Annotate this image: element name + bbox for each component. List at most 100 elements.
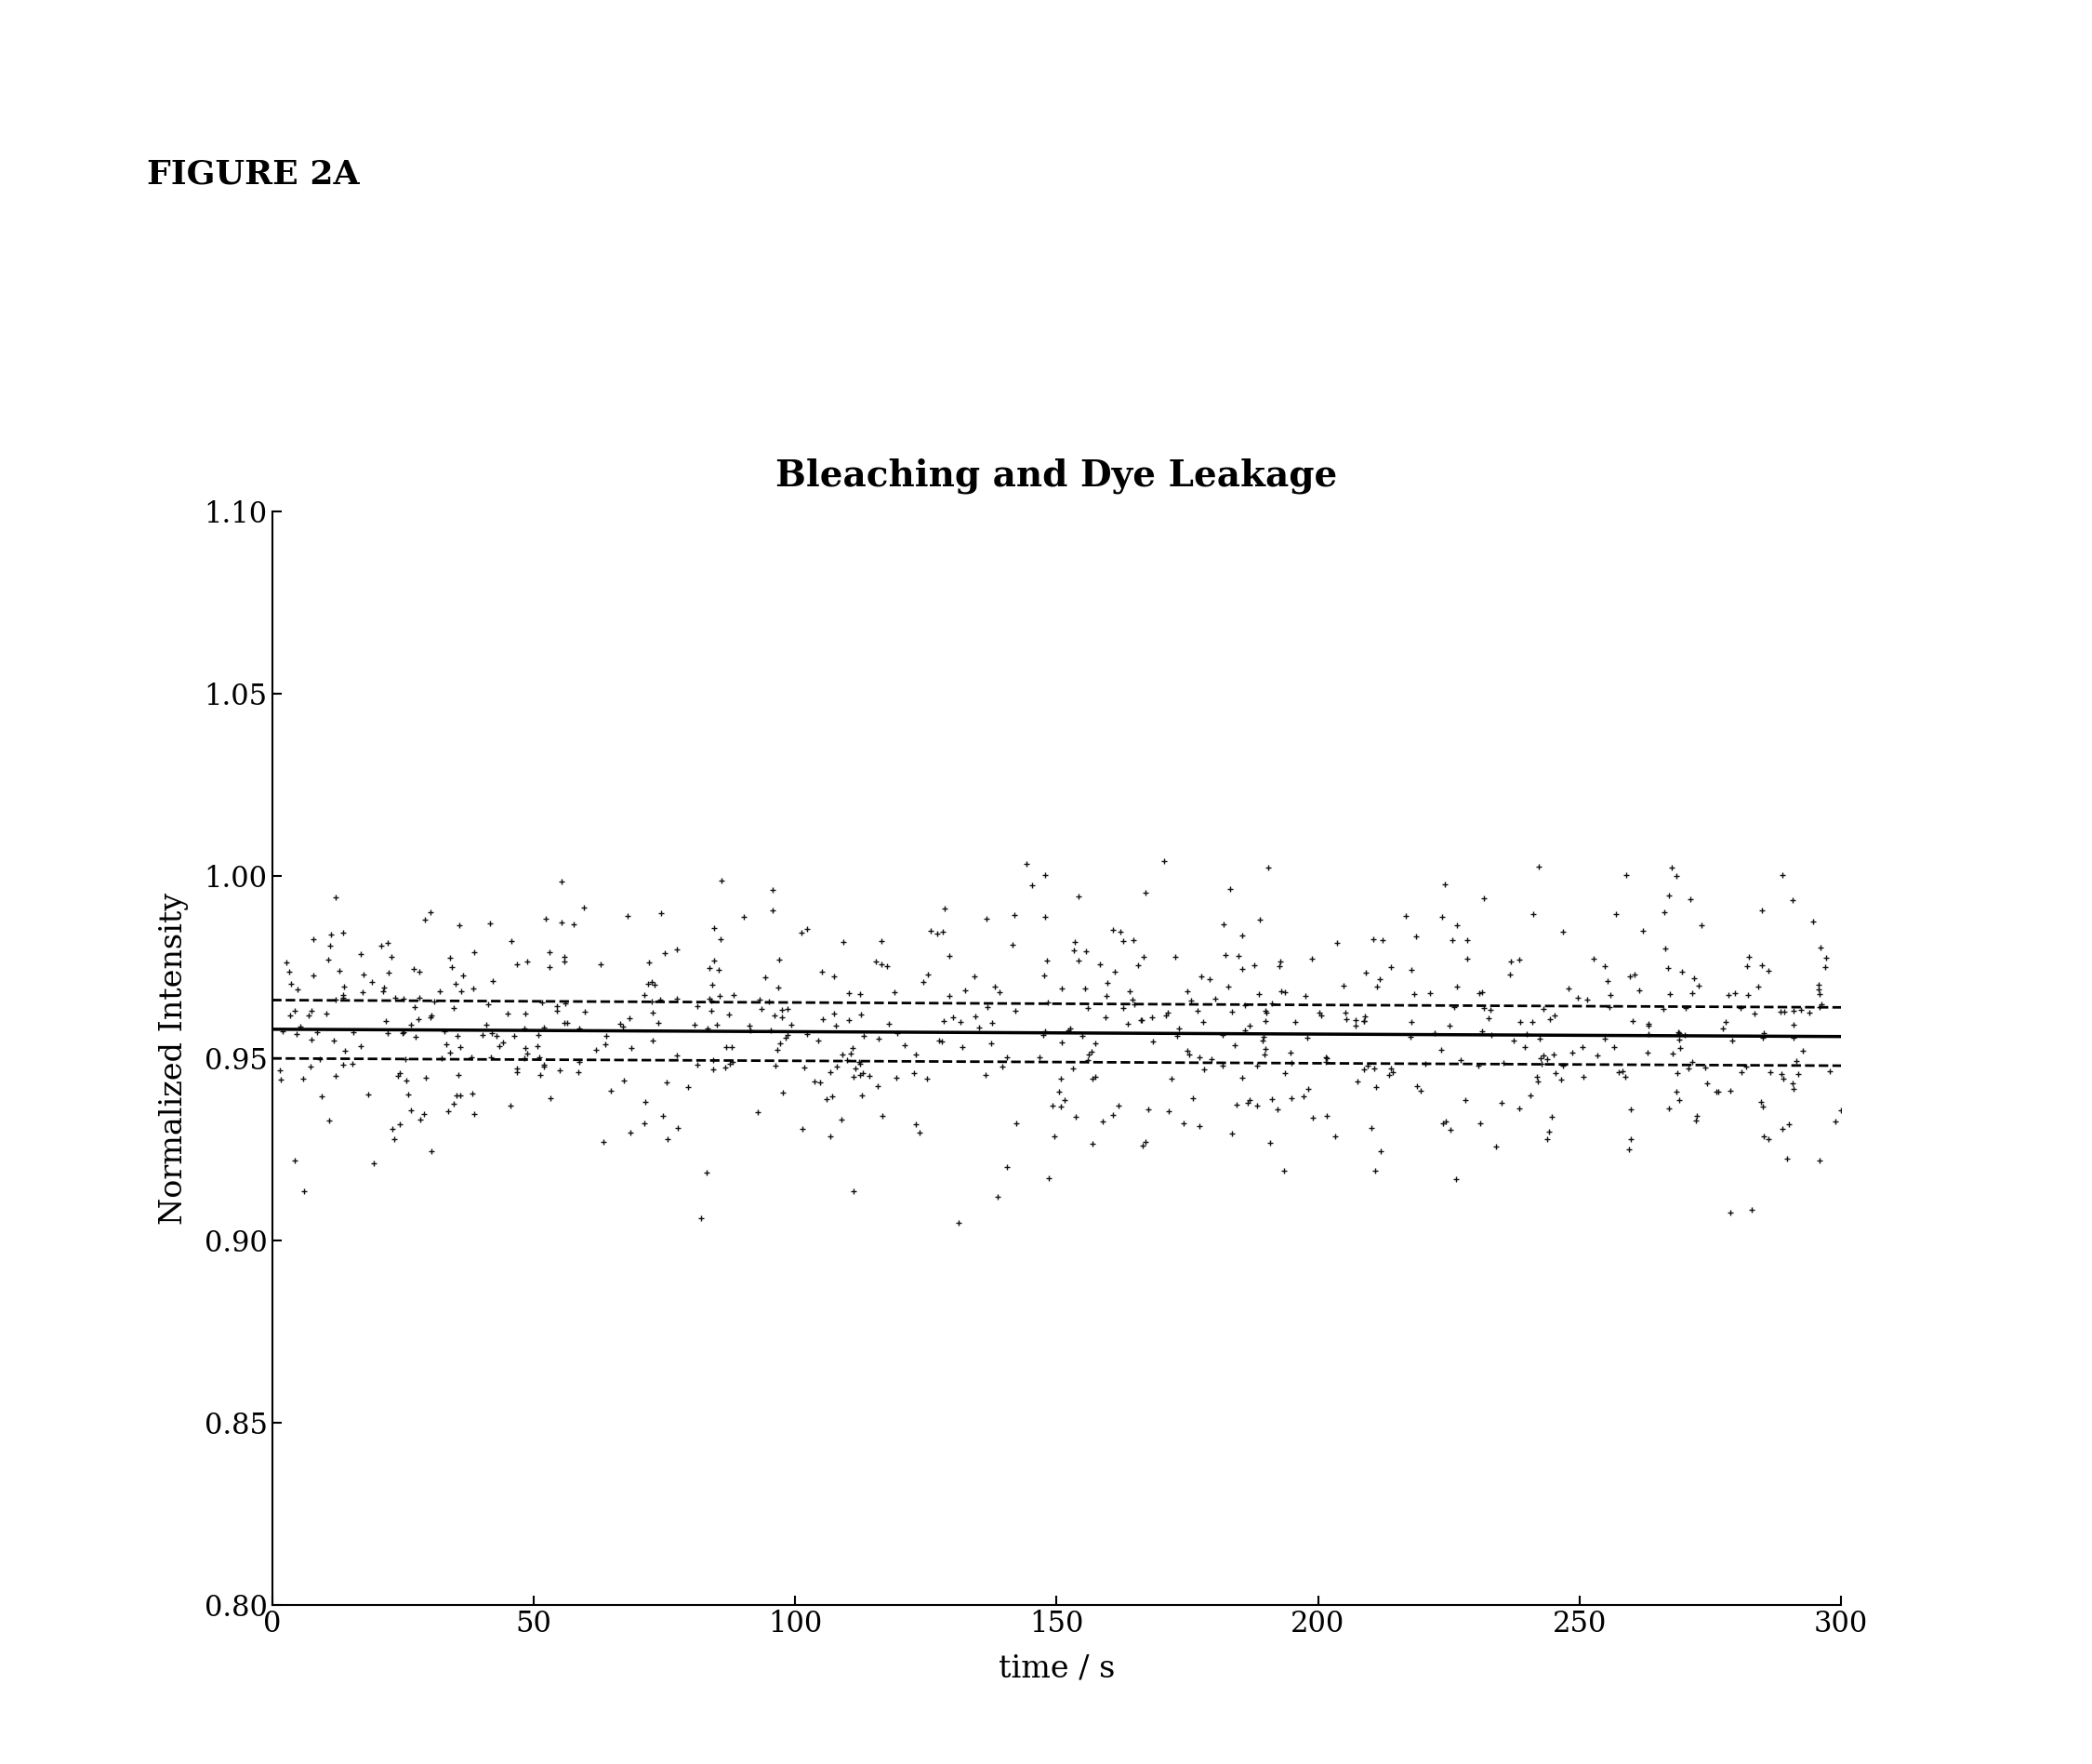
Point xyxy=(1236,951,1270,979)
Point xyxy=(845,1081,879,1110)
Point xyxy=(287,1177,320,1205)
Point xyxy=(1059,928,1092,956)
Point xyxy=(1121,951,1155,979)
Point xyxy=(1228,991,1261,1020)
Point xyxy=(998,997,1031,1025)
Point xyxy=(690,1014,724,1043)
Point xyxy=(337,1018,370,1046)
Point xyxy=(467,1021,500,1050)
Point xyxy=(1630,1039,1663,1067)
Point xyxy=(611,901,644,930)
Point xyxy=(1429,1108,1462,1136)
Point xyxy=(1494,961,1527,990)
Point xyxy=(1462,1051,1496,1080)
Point xyxy=(1228,1016,1261,1044)
Point xyxy=(312,946,345,974)
Point xyxy=(1297,1104,1331,1132)
Point xyxy=(1027,1018,1061,1046)
Point xyxy=(588,1127,621,1155)
Point xyxy=(414,1002,448,1030)
Point xyxy=(1358,1157,1391,1185)
Point xyxy=(787,1053,820,1081)
Point xyxy=(328,972,362,1000)
Point xyxy=(615,1034,649,1062)
Point xyxy=(1226,956,1259,984)
Point xyxy=(264,1057,297,1085)
Point xyxy=(1479,1132,1513,1161)
Point xyxy=(761,946,795,974)
Point xyxy=(1433,1013,1466,1041)
Point xyxy=(1096,1101,1130,1129)
Point xyxy=(1180,997,1213,1025)
Point xyxy=(1527,1041,1561,1069)
Point xyxy=(295,1025,328,1053)
Point xyxy=(492,998,525,1027)
Point xyxy=(1172,1041,1205,1069)
Point xyxy=(843,1050,877,1078)
Point xyxy=(1347,1055,1381,1083)
Point xyxy=(634,968,667,997)
Point xyxy=(1038,1122,1071,1150)
Point xyxy=(1561,983,1594,1011)
Point xyxy=(508,1000,542,1028)
Point xyxy=(941,1208,975,1237)
Point xyxy=(902,1118,935,1147)
Point xyxy=(444,977,477,1005)
Point xyxy=(1609,1062,1642,1090)
Point xyxy=(377,1115,410,1143)
Point xyxy=(1663,1034,1697,1062)
Point xyxy=(1186,1007,1220,1035)
Point xyxy=(1090,1004,1123,1032)
Point xyxy=(345,979,379,1007)
Point xyxy=(1036,1092,1069,1120)
Point xyxy=(1023,1043,1056,1071)
Point xyxy=(1278,1007,1312,1035)
Point xyxy=(1571,986,1605,1014)
Point xyxy=(1753,956,1787,984)
Point xyxy=(870,953,904,981)
Point xyxy=(1776,997,1810,1025)
Point xyxy=(1663,1087,1697,1115)
Point xyxy=(441,1060,475,1088)
Point xyxy=(1780,1046,1814,1074)
Point xyxy=(1433,1115,1466,1143)
Point xyxy=(1125,1005,1159,1034)
Point xyxy=(854,1062,887,1090)
Point xyxy=(1466,884,1500,912)
Point xyxy=(351,1081,385,1110)
Point xyxy=(820,1011,854,1039)
Point xyxy=(1504,1007,1538,1035)
Point xyxy=(636,988,669,1016)
Point xyxy=(695,986,728,1014)
Point xyxy=(1462,1110,1496,1138)
Point xyxy=(766,995,799,1023)
Point xyxy=(1107,926,1140,954)
Point xyxy=(1351,1051,1385,1080)
Point xyxy=(1577,944,1611,972)
Point xyxy=(301,1018,335,1046)
Point xyxy=(1326,972,1360,1000)
Point xyxy=(772,1021,805,1050)
Point xyxy=(1358,1055,1391,1083)
Point xyxy=(1776,1069,1810,1097)
Point xyxy=(1730,981,1764,1009)
Point xyxy=(320,1062,354,1090)
Point xyxy=(1412,979,1446,1007)
Point xyxy=(1264,953,1297,981)
Point xyxy=(1632,1009,1665,1037)
Point xyxy=(661,984,695,1013)
Point xyxy=(521,1032,554,1060)
Point xyxy=(1287,1083,1320,1111)
Point xyxy=(1665,958,1699,986)
Point xyxy=(697,914,730,942)
Point xyxy=(402,984,435,1013)
Point xyxy=(433,1039,467,1067)
Point xyxy=(548,990,582,1018)
Point xyxy=(1310,1048,1343,1076)
Point xyxy=(1071,1046,1105,1074)
Point xyxy=(548,947,582,975)
Point xyxy=(1015,871,1048,900)
Point xyxy=(1065,1021,1098,1050)
Point xyxy=(659,1041,692,1069)
Point xyxy=(1215,997,1249,1025)
